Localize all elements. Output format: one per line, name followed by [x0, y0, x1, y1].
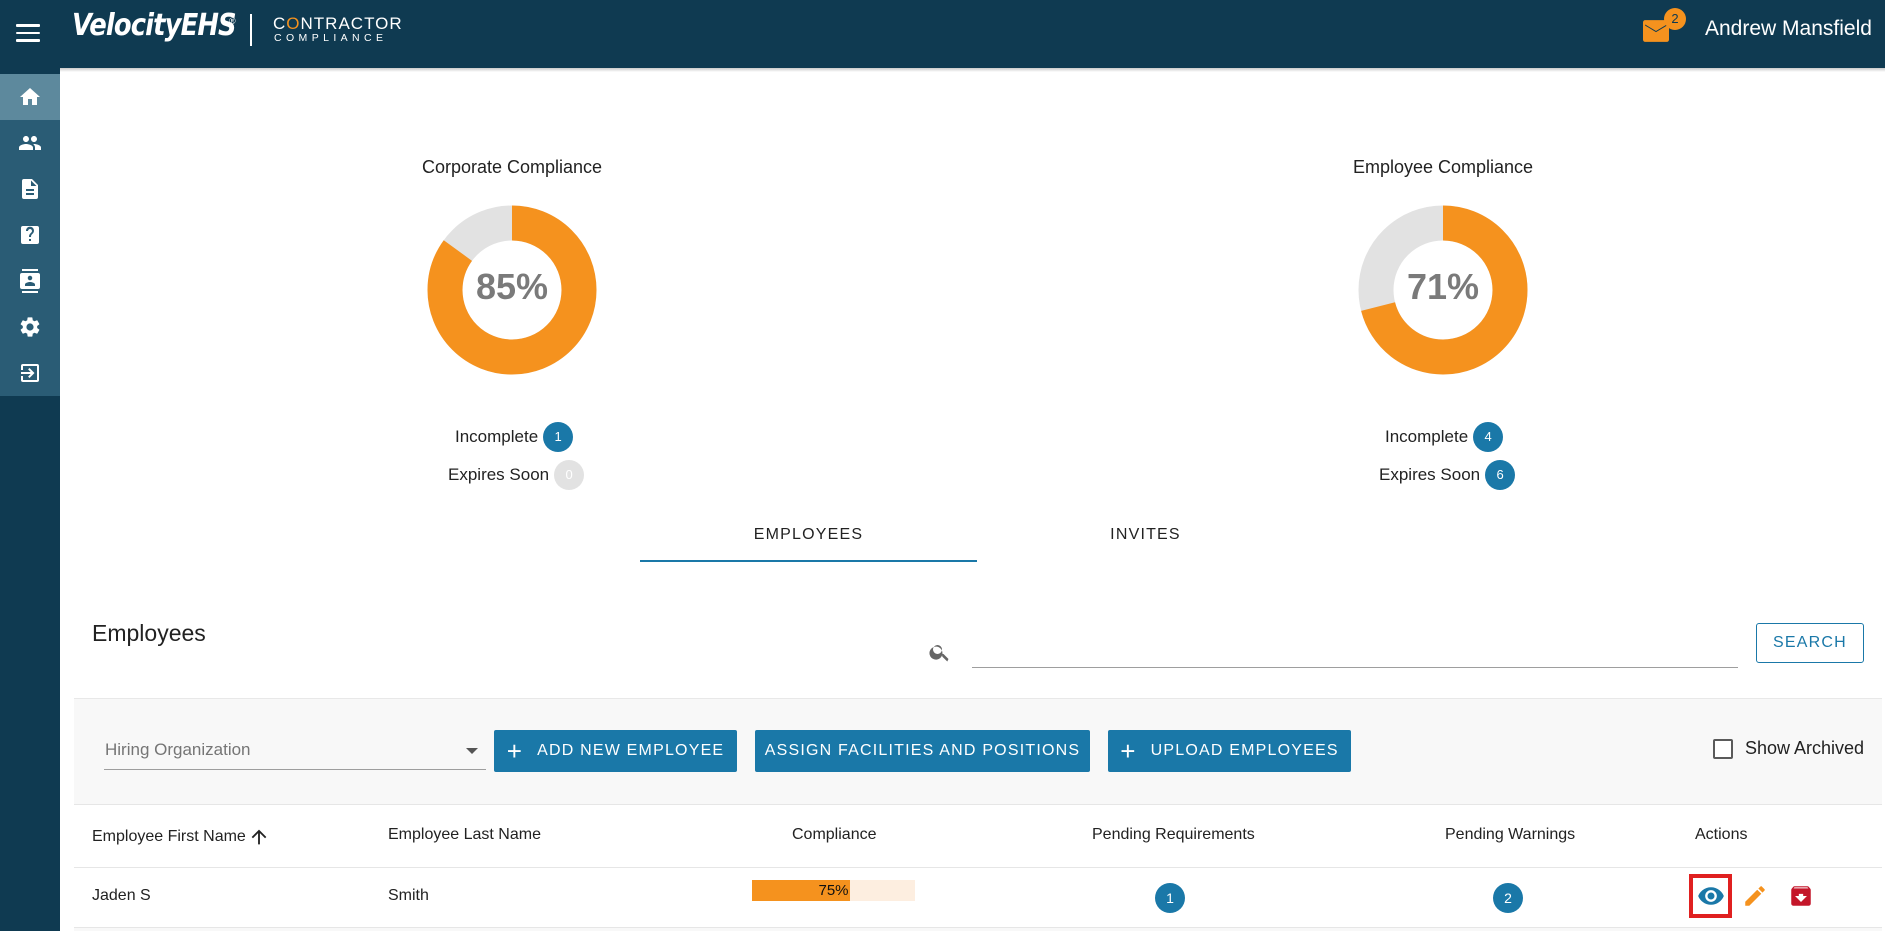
add-new-employee-button[interactable]: + ADD NEW EMPLOYEE — [494, 730, 737, 772]
employee-donut-arc — [1358, 205, 1528, 375]
sidebar-item-contacts[interactable] — [0, 258, 60, 304]
column-compliance[interactable]: Compliance — [792, 826, 877, 843]
show-archived-checkbox[interactable]: Show Archived — [1713, 738, 1864, 759]
product-name-b: NTRACTOR — [300, 14, 403, 33]
pending-requirements-badge[interactable]: 1 — [1155, 883, 1185, 913]
cell-first-name: Jaden S — [92, 887, 151, 904]
sidebar-item-help[interactable] — [0, 212, 60, 258]
search-input[interactable] — [972, 626, 1738, 668]
employee-expires-soon: Expires Soon 6 — [1379, 460, 1516, 490]
corporate-compliance-percent: 85% — [475, 266, 549, 307]
corporate-compliance-title: Corporate Compliance — [421, 157, 603, 177]
corporate-incomplete: Incomplete 1 — [455, 422, 574, 452]
sidebar-item-logout[interactable] — [0, 350, 60, 396]
brand-logo: VelocityEHS — [72, 8, 237, 43]
employee-expires-badge[interactable]: 6 — [1485, 460, 1516, 490]
archive-icon[interactable] — [1788, 883, 1814, 909]
logo-divider — [250, 14, 252, 46]
sidebar-item-home[interactable] — [0, 74, 60, 120]
product-name-o: O — [286, 14, 301, 33]
show-archived-label: Show Archived — [1745, 738, 1865, 758]
edit-icon[interactable] — [1742, 883, 1768, 909]
column-actions: Actions — [1695, 826, 1748, 843]
people-icon — [19, 136, 41, 150]
column-last-name[interactable]: Employee Last Name — [388, 826, 541, 843]
corporate-incomplete-badge[interactable]: 1 — [543, 422, 574, 452]
registered-mark: ® — [229, 16, 236, 26]
home-icon — [20, 88, 40, 105]
upload-employees-label: UPLOAD EMPLOYEES — [1150, 742, 1339, 759]
product-name-a: C — [273, 14, 287, 33]
product-subtitle: COMPLIANCE — [274, 32, 388, 44]
tab-employees[interactable]: EMPLOYEES — [640, 520, 977, 562]
header-shadow — [60, 68, 1885, 72]
column-pending-requirements[interactable]: Pending Requirements — [1092, 826, 1255, 843]
eye-icon — [1697, 887, 1724, 905]
employees-title: Employees — [92, 620, 206, 646]
plus-icon: + — [506, 736, 524, 766]
sidebar-item-people[interactable] — [0, 120, 60, 166]
upload-employees-button[interactable]: + UPLOAD EMPLOYEES — [1108, 730, 1351, 772]
hiring-organization-placeholder: Hiring Organization — [105, 740, 251, 759]
chevron-down-icon — [466, 748, 478, 754]
tab-invites[interactable]: INVITES — [1110, 526, 1181, 543]
plus-icon: + — [1120, 736, 1137, 766]
corporate-expires-badge[interactable]: 0 — [554, 460, 585, 490]
sidebar — [0, 68, 60, 931]
notification-badge: 2 — [1664, 8, 1686, 30]
employee-compliance-donut — [1358, 205, 1528, 375]
checkbox-icon[interactable] — [1713, 738, 1733, 759]
compliance-progress-bar: 75% — [752, 880, 915, 901]
employee-incomplete-badge[interactable]: 4 — [1473, 422, 1504, 452]
corporate-donut-arc — [427, 205, 597, 375]
column-first-name[interactable]: Employee First Name — [92, 826, 270, 848]
arrow-up-icon[interactable] — [248, 826, 270, 848]
employee-expires-label: Expires Soon — [1379, 465, 1481, 484]
document-icon — [22, 179, 38, 199]
top-bar: VelocityEHS ® CONTRACTOR COMPLIANCE 2 An… — [0, 0, 1885, 68]
table-row — [74, 868, 1882, 928]
help-icon — [21, 226, 39, 244]
employee-compliance-title: Employee Compliance — [1352, 157, 1534, 177]
sidebar-item-documents[interactable] — [0, 166, 60, 212]
employee-incomplete: Incomplete 4 — [1385, 422, 1504, 452]
employee-incomplete-label: Incomplete — [1385, 427, 1469, 446]
search-button[interactable]: SEARCH — [1756, 623, 1864, 663]
compliance-progress-label: 75% — [818, 882, 849, 899]
corporate-compliance-donut — [427, 205, 597, 375]
assign-facilities-label: ASSIGN FACILITIES AND POSITIONS — [764, 742, 1081, 759]
compliance-progress-fill — [752, 880, 850, 901]
pending-warnings-badge[interactable]: 2 — [1493, 883, 1523, 913]
column-first-name-label: Employee First Name — [92, 828, 246, 845]
product-name: CONTRACTOR — [273, 14, 403, 34]
assign-facilities-button[interactable]: ASSIGN FACILITIES AND POSITIONS — [755, 730, 1090, 772]
table-header — [74, 804, 1882, 868]
hiring-organization-select[interactable]: Hiring Organization — [104, 728, 486, 770]
logout-icon — [21, 364, 39, 382]
add-new-employee-label: ADD NEW EMPLOYEE — [537, 742, 725, 759]
mail-icon[interactable] — [1643, 20, 1669, 42]
corporate-incomplete-label: Incomplete — [455, 427, 539, 446]
corporate-expires-label: Expires Soon — [448, 465, 550, 484]
user-name[interactable]: Andrew Mansfield — [1705, 17, 1872, 40]
contacts-icon — [20, 269, 40, 293]
search-icon — [929, 645, 949, 662]
column-pending-warnings[interactable]: Pending Warnings — [1445, 826, 1576, 843]
menu-icon[interactable] — [16, 24, 40, 42]
settings-icon — [20, 317, 40, 337]
corporate-expires-soon: Expires Soon 0 — [448, 460, 585, 490]
view-employee-button[interactable] — [1689, 874, 1732, 918]
sidebar-item-settings[interactable] — [0, 304, 60, 350]
employee-compliance-percent: 71% — [1406, 266, 1480, 307]
cell-last-name: Smith — [388, 887, 429, 904]
